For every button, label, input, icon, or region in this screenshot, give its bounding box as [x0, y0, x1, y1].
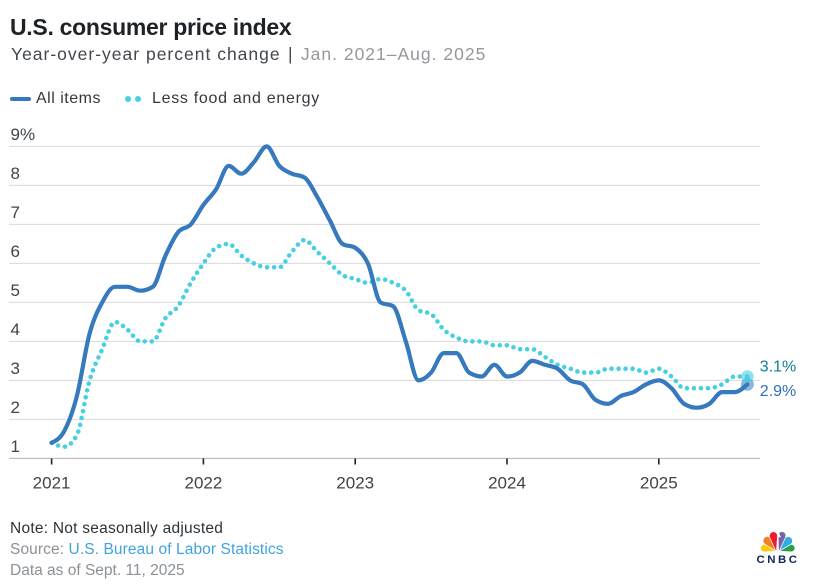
svg-text:2023: 2023	[336, 474, 374, 493]
svg-text:3: 3	[11, 359, 20, 378]
svg-text:2: 2	[11, 398, 20, 417]
svg-text:2025: 2025	[640, 474, 678, 493]
svg-text:3.1%: 3.1%	[760, 359, 796, 376]
svg-text:1: 1	[11, 437, 20, 456]
svg-text:7: 7	[11, 203, 20, 222]
svg-text:8: 8	[11, 164, 20, 183]
svg-text:2021: 2021	[33, 474, 71, 493]
svg-text:6: 6	[11, 242, 20, 261]
svg-text:2022: 2022	[184, 474, 222, 493]
svg-text:2.9%: 2.9%	[760, 383, 796, 400]
svg-text:9%: 9%	[11, 125, 36, 144]
svg-text:2024: 2024	[488, 474, 526, 493]
svg-text:CNBC: CNBC	[756, 554, 799, 566]
svg-text:5: 5	[11, 281, 20, 300]
svg-text:4: 4	[11, 320, 20, 339]
